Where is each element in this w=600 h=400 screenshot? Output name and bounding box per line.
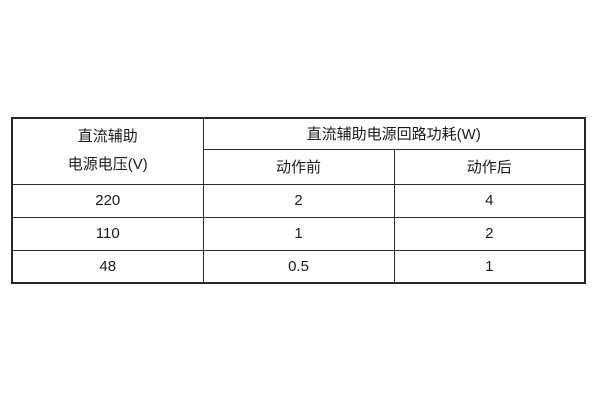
table-row: 48 0.5 1 (11, 249, 586, 284)
voltage-header-cell: 直流辅助 电源电压(V) (11, 117, 204, 185)
voltage-cell: 48 (11, 249, 204, 284)
voltage-cell: 110 (11, 216, 204, 251)
table-row: 110 1 2 (11, 216, 586, 251)
voltage-cell: 220 (11, 183, 204, 218)
table-row: 220 2 4 (11, 183, 586, 218)
after-action-header-cell: 动作后 (393, 148, 586, 185)
group-header-cell: 直流辅助电源回路功耗(W) (202, 117, 586, 150)
before-action-header-cell: 动作前 (202, 148, 395, 185)
before-value-cell: 1 (202, 216, 395, 251)
after-value-cell: 4 (393, 183, 586, 218)
voltage-header-line2: 电源电压(V) (67, 156, 148, 174)
after-value-cell: 1 (393, 249, 586, 284)
voltage-header-line1: 直流辅助 (77, 127, 138, 145)
before-value-cell: 2 (202, 183, 395, 218)
before-value-cell: 0.5 (202, 249, 395, 284)
power-consumption-table: 直流辅助 电源电压(V) 直流辅助电源回路功耗(W) 动作前 动作后 220 2… (11, 117, 586, 284)
after-value-cell: 2 (393, 216, 586, 251)
